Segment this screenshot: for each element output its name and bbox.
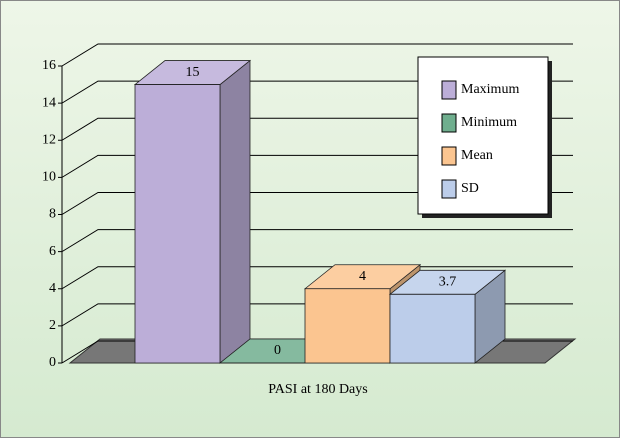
grid-line [61, 117, 573, 141]
x-axis-label: PASI at 180 Days [268, 382, 367, 397]
bar [388, 269, 507, 364]
legend-swatch [441, 179, 457, 199]
legend-label: Minimum [461, 115, 517, 130]
grid-line [61, 80, 573, 104]
bar-side [219, 59, 251, 364]
y-tick-label: 4 [49, 281, 56, 296]
legend-label: SD [461, 181, 479, 196]
y-tick-label: 10 [42, 170, 56, 185]
grid-line [61, 229, 573, 253]
bar-front [134, 84, 221, 364]
data-label: 15 [186, 65, 200, 80]
y-tick-label: 16 [42, 58, 56, 73]
grid-line [61, 154, 573, 178]
y-tick-label: 0 [49, 355, 56, 370]
bar [133, 59, 252, 364]
y-tick-label: 12 [42, 132, 56, 147]
legend [417, 56, 549, 215]
y-tick-label: 6 [49, 244, 56, 259]
y-tick-label: 14 [42, 95, 56, 110]
data-label: 4 [359, 269, 366, 284]
bar-front [304, 288, 391, 364]
legend-swatch [441, 80, 457, 100]
legend-swatch [441, 146, 457, 166]
legend-swatch [441, 113, 457, 133]
bar-front [389, 293, 476, 364]
y-tick-label: 2 [49, 318, 56, 333]
legend-label: Mean [461, 148, 493, 163]
y-tick-label: 8 [49, 207, 56, 222]
data-label: 0 [274, 343, 281, 358]
legend-label: Maximum [461, 82, 519, 97]
grid-line [61, 192, 573, 215]
data-label: 3.7 [439, 275, 457, 290]
grid-line [61, 43, 573, 67]
